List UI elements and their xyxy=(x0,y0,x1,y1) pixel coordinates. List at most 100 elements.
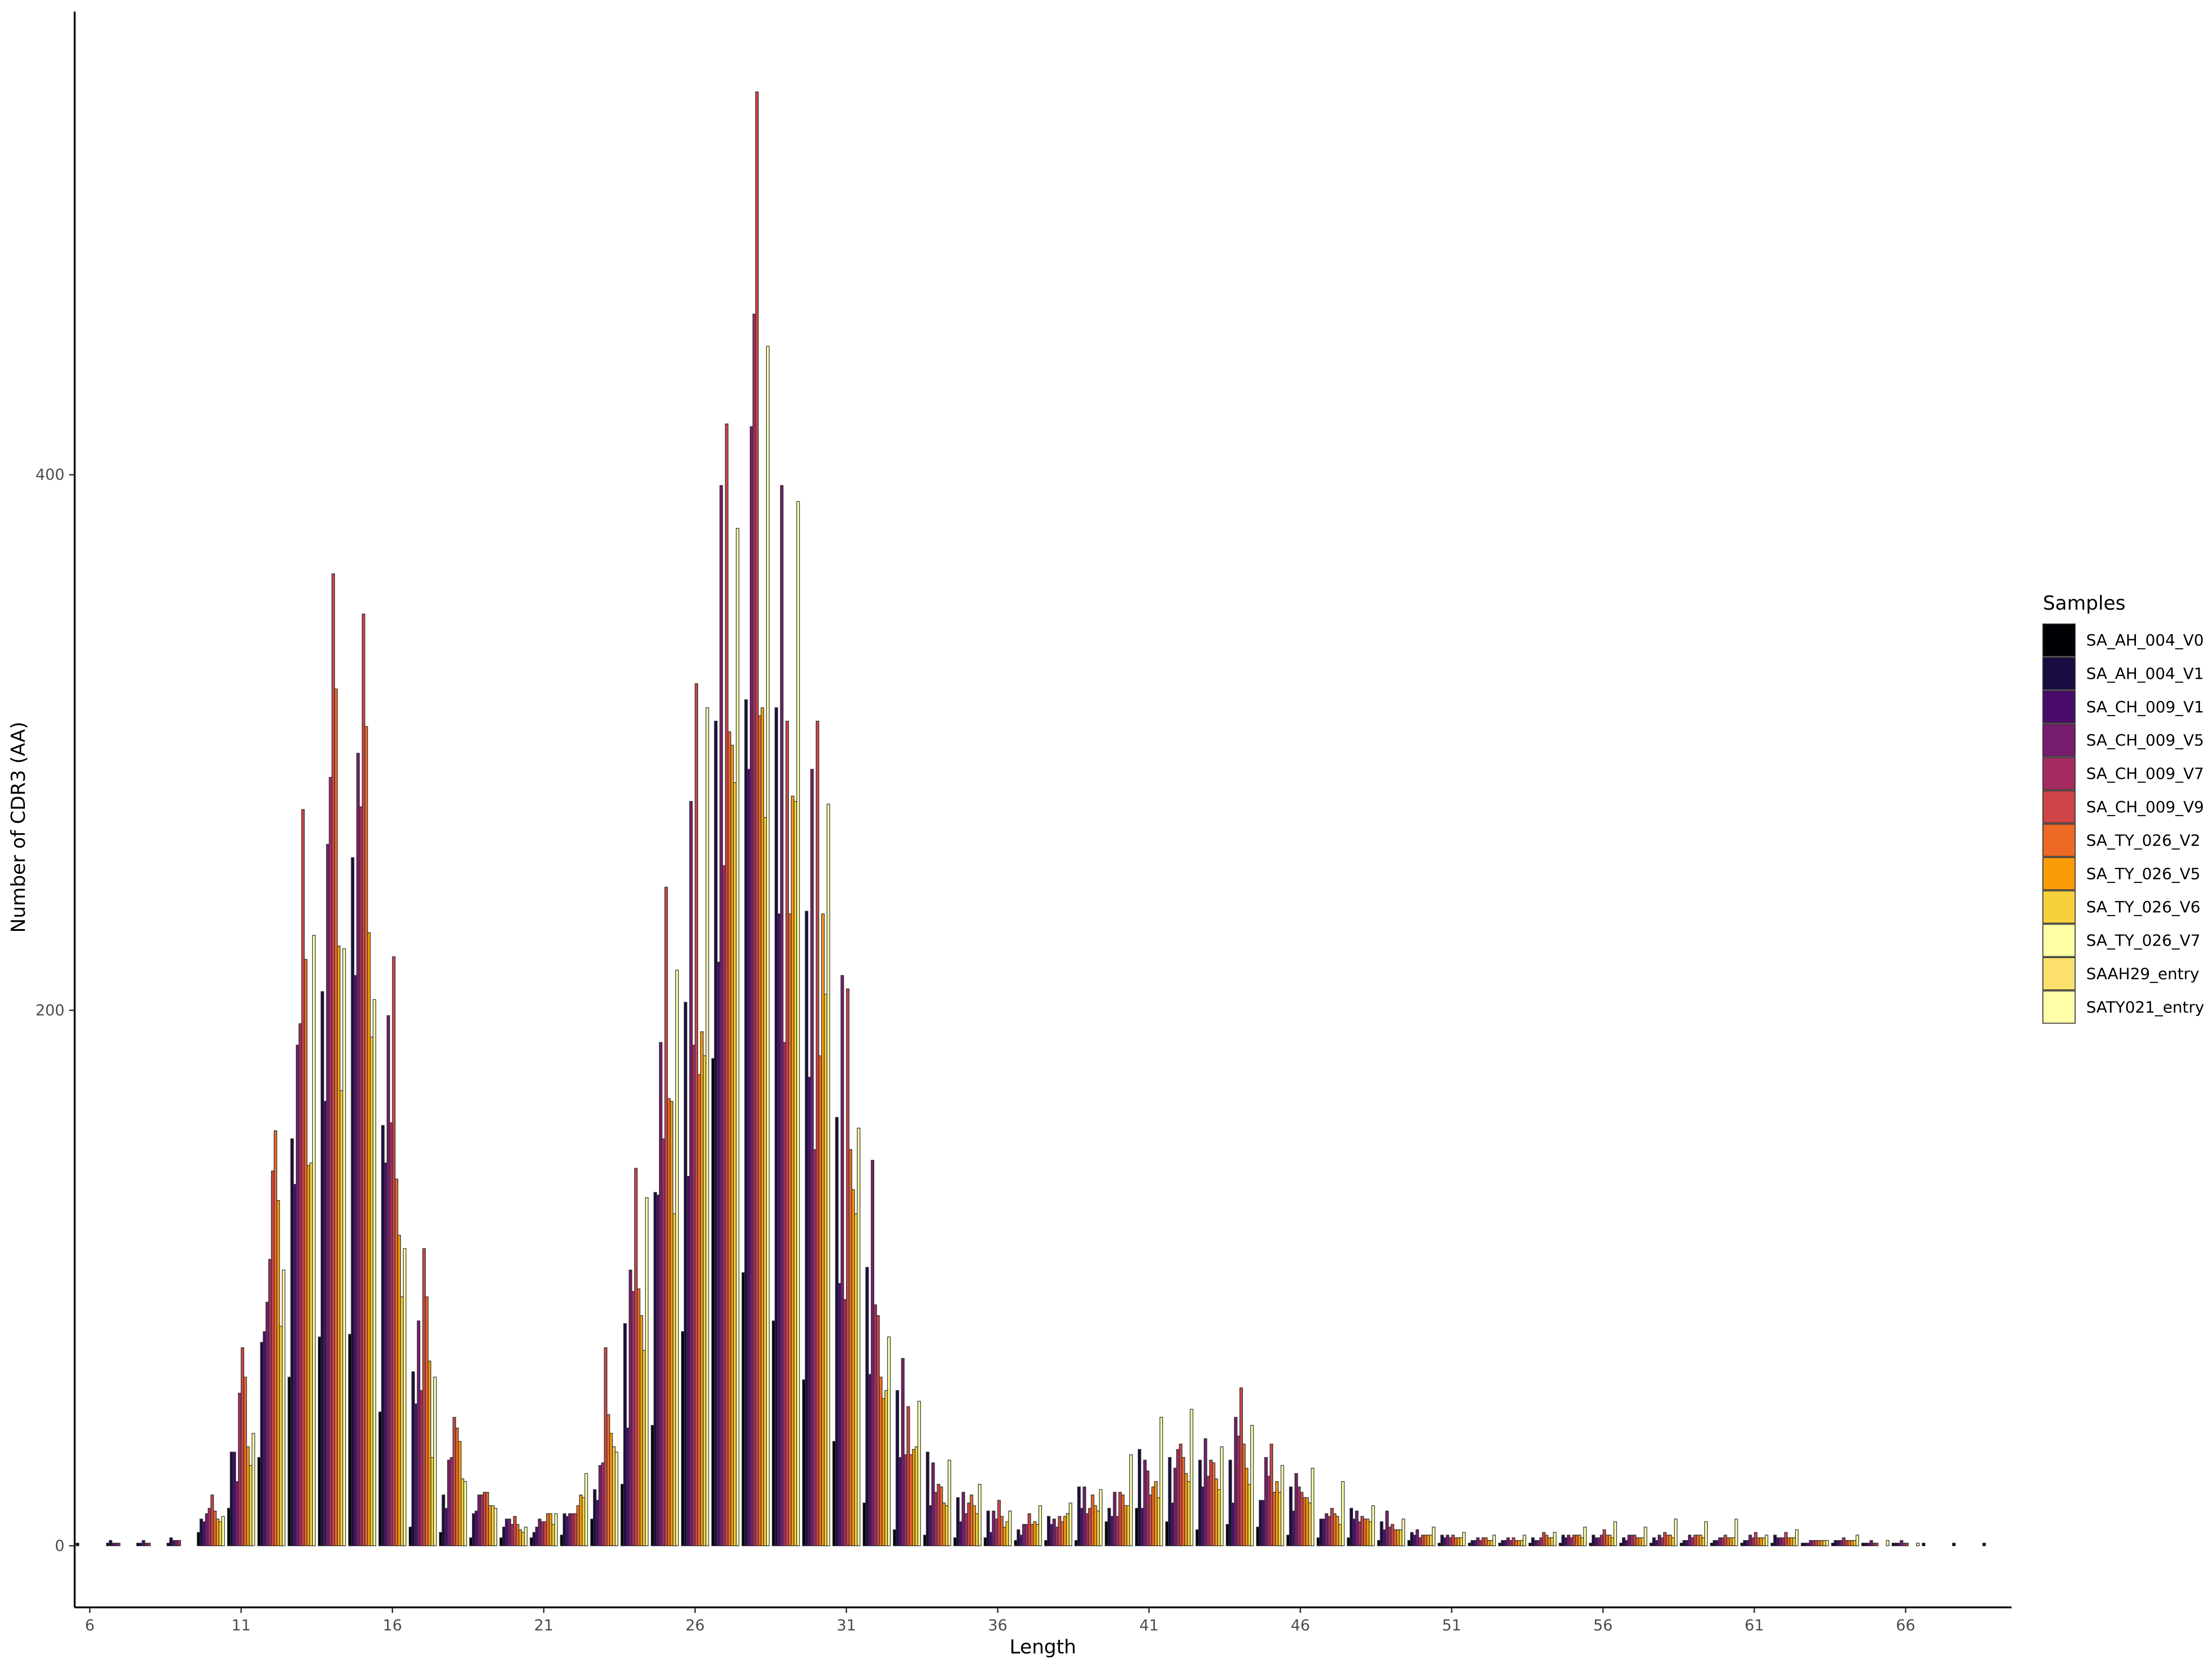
bar-SA_TY_026_V5-48 xyxy=(1366,1518,1370,1547)
bar-SA_AH_004_V2-50 xyxy=(1412,1535,1417,1547)
legend-key-SA_CH_009_V7 xyxy=(2042,757,2076,790)
bar-SAAH29_entry-41 xyxy=(1157,1497,1160,1547)
bar-SA_TY_026_V2-14 xyxy=(334,688,338,1547)
bar-SA_TY_026_V2-49 xyxy=(1393,1529,1397,1547)
bar-SA_TY_026_V5-12 xyxy=(276,1200,280,1547)
legend-key-SA_AH_004_V0 xyxy=(2042,624,2076,657)
bar-SA_CH_009_V5-41 xyxy=(1146,1470,1150,1547)
bar-SA_CH_009_V1-34 xyxy=(931,1462,935,1547)
bar-SATY021_entry-27 xyxy=(735,528,740,1547)
bar-SA_CH_009_V5-10 xyxy=(207,1508,212,1547)
bar-SA_CH_009_V7-53 xyxy=(1512,1537,1516,1547)
bar-SA_TY_026_V2-51 xyxy=(1454,1537,1458,1547)
bar-SA_TY_026_V2-25 xyxy=(667,1098,671,1547)
bar-SA_CH_009_V5-52 xyxy=(1479,1540,1483,1547)
bar-SA_AH_004_V2-48 xyxy=(1352,1518,1356,1547)
bar-SAAH29_entry-24 xyxy=(642,1350,646,1547)
bar-SA_AH_004_V0-45 xyxy=(1256,1526,1260,1547)
x-tick-label: 61 xyxy=(1745,1616,1764,1634)
bar-SA_AH_004_V0-15 xyxy=(348,1334,352,1547)
bar-SA_CH_009_V7-57 xyxy=(1633,1535,1636,1547)
bar-SA_TY_026_V2-41 xyxy=(1151,1486,1155,1547)
bar-SA_CH_009_V5-31 xyxy=(843,1299,847,1547)
bar-SATY021_entry-40 xyxy=(1129,1454,1133,1547)
bar-SA_CH_009_V1-61 xyxy=(1748,1535,1752,1547)
bar-SA_TY_026_V5-25 xyxy=(670,1101,674,1547)
bar-SA_TY_026_V5-27 xyxy=(730,745,734,1547)
bar-SAAH29_entry-14 xyxy=(340,1090,343,1547)
bar-SATY021_entry-51 xyxy=(1462,1532,1466,1547)
bar-SA_TY_026_V5-28 xyxy=(760,707,765,1547)
bar-SA_AH_004_V1-14 xyxy=(320,991,324,1547)
bar-SA_CH_009_V7-63 xyxy=(1814,1540,1818,1547)
bar-SA_CH_009_V5-48 xyxy=(1358,1521,1361,1547)
bar-SATY021_entry-57 xyxy=(1643,1526,1647,1547)
bar-SATY021_entry-54 xyxy=(1553,1532,1557,1547)
bar-SA_AH_004_V2-38 xyxy=(1049,1524,1053,1547)
legend-key-SATY021_entry xyxy=(2042,990,2076,1024)
bar-SA_CH_009_V1-26 xyxy=(689,801,693,1547)
bar-SA_AH_004_V0-53 xyxy=(1498,1542,1502,1547)
bar-SA_CH_009_V1-65 xyxy=(1869,1540,1873,1547)
bar-SA_TY_026_V2-13 xyxy=(304,959,308,1547)
bar-SA_AH_004_V0-13 xyxy=(288,1377,291,1547)
bar-SA_AH_004_V2-61 xyxy=(1746,1540,1749,1547)
bar-SAAH29_entry-25 xyxy=(672,1213,676,1547)
bar-SA_AH_004_V2-26 xyxy=(686,1176,690,1547)
bar-SA_AH_004_V0-50 xyxy=(1407,1540,1411,1547)
bar-SAAH29_entry-31 xyxy=(854,1213,858,1547)
bar-SA_CH_009_V1-14 xyxy=(326,844,330,1547)
bar-SA_TY_026_V2-33 xyxy=(909,1454,913,1547)
bar-SA_CH_009_V5-25 xyxy=(661,1138,665,1547)
bar-SA_TY_026_V2-47 xyxy=(1333,1513,1336,1547)
bar-SA_CH_009_V5-56 xyxy=(1600,1535,1604,1547)
bar-SA_AH_004_V0-6 xyxy=(76,1542,79,1547)
bar-SA_CH_009_V5-36 xyxy=(994,1518,998,1547)
bar-SA_TY_026_V2-26 xyxy=(697,1074,701,1547)
bar-SA_AH_004_V1-31 xyxy=(835,1117,839,1547)
bar-SA_CH_009_V1-57 xyxy=(1627,1535,1631,1547)
x-tick-label: 31 xyxy=(837,1616,856,1634)
bar-SAAH29_entry-29 xyxy=(794,801,797,1547)
bar-SA_CH_009_V5-29 xyxy=(782,1042,787,1547)
bar-SA_CH_009_V1-42 xyxy=(1173,1468,1177,1547)
legend-label: SA_CH_009_V7 xyxy=(2086,765,2204,783)
bar-SAAH29_entry-15 xyxy=(370,1036,374,1547)
bar-SA_TY_026_V2-61 xyxy=(1756,1537,1760,1547)
bar-SA_CH_009_V1-23 xyxy=(598,1465,602,1547)
bar-SA_CH_009_V7-32 xyxy=(876,1315,880,1547)
bar-SA_TY_026_V5-34 xyxy=(942,1502,946,1547)
bar-SAAH29_entry-23 xyxy=(612,1446,616,1547)
bar-SA_CH_009_V5-54 xyxy=(1539,1537,1543,1547)
bar-SAAH29_entry-51 xyxy=(1459,1537,1463,1547)
bar-SA_AH_004_V2-29 xyxy=(777,913,781,1547)
bar-SA_CH_009_V7-12 xyxy=(271,1171,275,1547)
bar-SA_AH_004_V2-59 xyxy=(1685,1540,1689,1547)
bar-SATY021_entry-26 xyxy=(706,707,709,1547)
bar-SA_TY_026_V2-27 xyxy=(728,731,731,1547)
bar-SA_CH_009_V5-40 xyxy=(1116,1516,1119,1547)
bar-SA_CH_009_V5-23 xyxy=(601,1462,605,1547)
bar-SA_AH_004_V1-21 xyxy=(532,1532,536,1547)
bar-SA_CH_009_V7-29 xyxy=(785,721,789,1547)
bar-SAAH29_entry-46 xyxy=(1308,1502,1312,1547)
bar-SA_AH_004_V1-61 xyxy=(1743,1540,1747,1547)
bar-SA_AH_004_V1-38 xyxy=(1047,1516,1051,1547)
bar-SA_AH_004_V0-62 xyxy=(1771,1542,1774,1547)
bar-SA_AH_004_V2-47 xyxy=(1322,1518,1326,1547)
bar-SA_CH_009_V5-34 xyxy=(934,1492,938,1547)
bar-SA_AH_004_V0-59 xyxy=(1680,1542,1683,1547)
bar-SA_AH_004_V1-26 xyxy=(683,1002,688,1547)
bar-SA_TY_026_V2-21 xyxy=(546,1513,550,1547)
bar-SA_AH_004_V0-55 xyxy=(1559,1542,1562,1547)
bar-SA_AH_004_V2-27 xyxy=(717,961,720,1547)
bar-SATY021_entry-49 xyxy=(1401,1518,1406,1547)
bar-SA_AH_004_V2-18 xyxy=(444,1508,448,1547)
bar-SA_TY_026_V5-17 xyxy=(428,1360,431,1547)
bar-SA_CH_009_V1-47 xyxy=(1324,1513,1329,1547)
bar-SA_TY_026_V2-16 xyxy=(394,1178,399,1547)
bar-SA_AH_004_V0-56 xyxy=(1589,1542,1593,1547)
bar-SA_AH_004_V0-44 xyxy=(1226,1524,1230,1547)
bar-SATY021_entry-15 xyxy=(372,999,377,1547)
bar-SA_AH_004_V1-16 xyxy=(381,1125,385,1547)
